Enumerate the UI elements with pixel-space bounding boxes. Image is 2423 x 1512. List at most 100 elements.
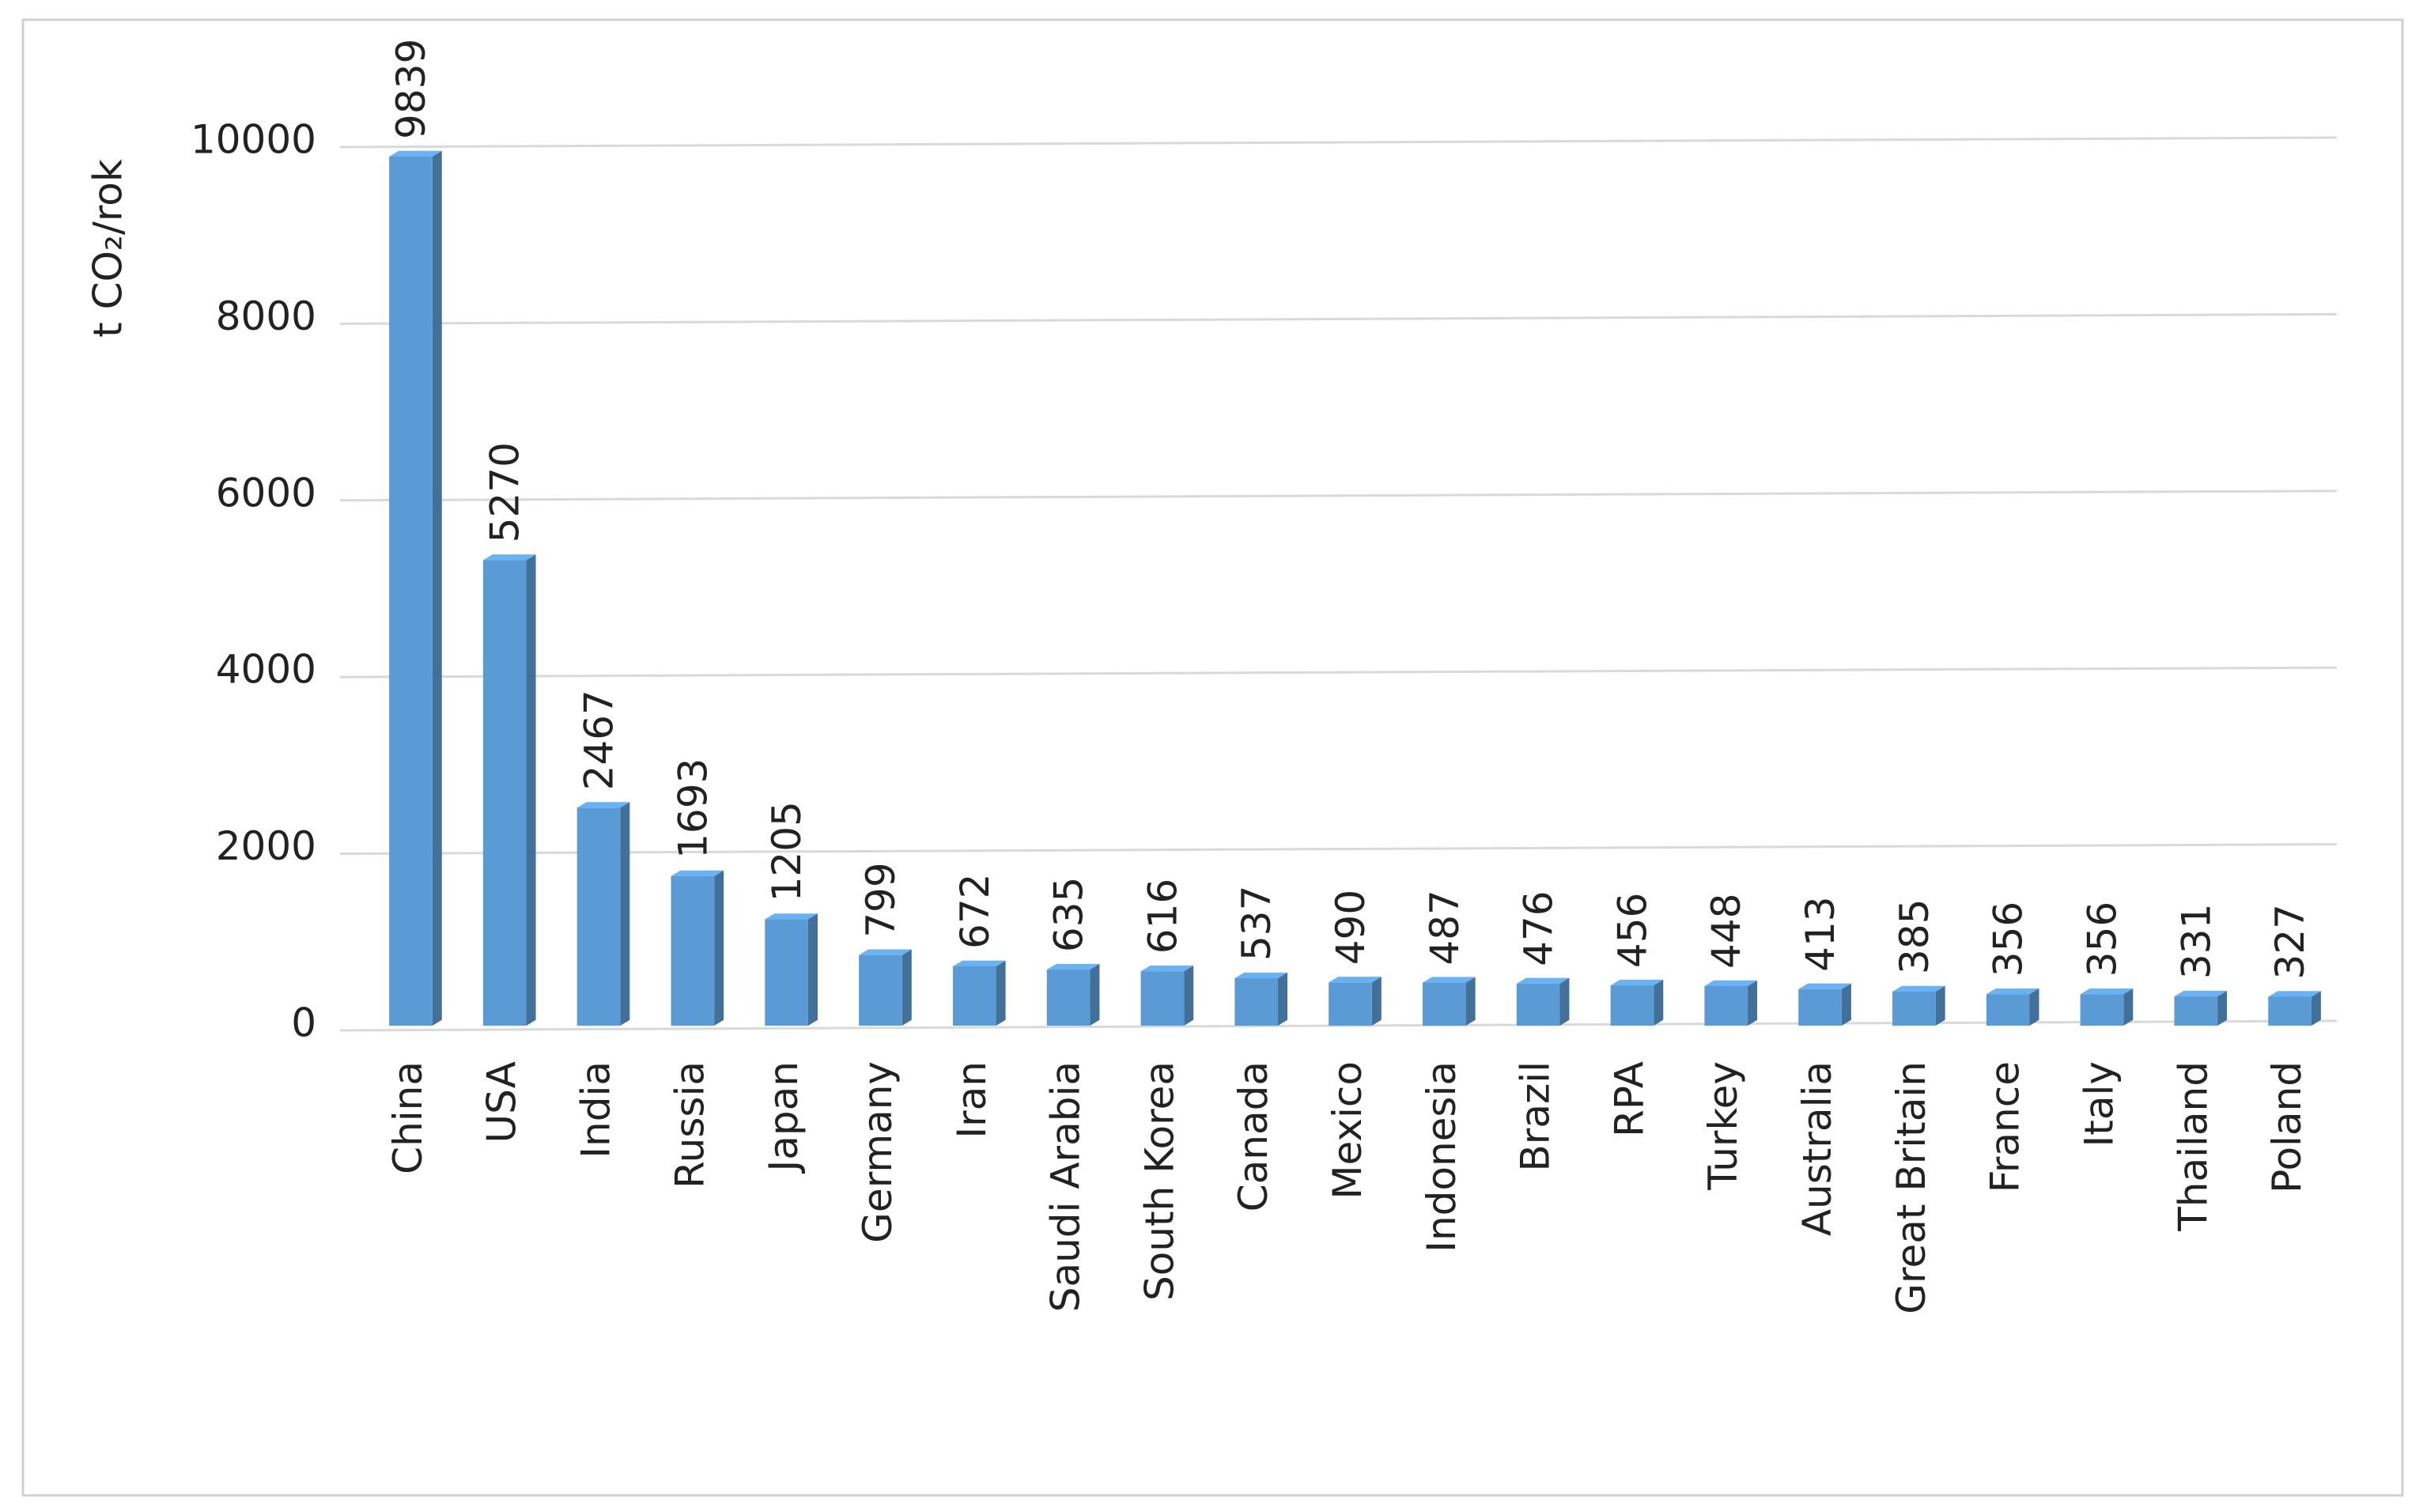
bar bbox=[2174, 996, 2218, 1026]
bar-side bbox=[807, 913, 818, 1026]
bar-side bbox=[1465, 977, 1476, 1026]
x-tick-label: Mexico bbox=[1325, 1061, 1370, 1200]
value-label: 5270 bbox=[482, 442, 528, 542]
x-tick-label: France bbox=[1983, 1061, 2028, 1193]
bar bbox=[671, 875, 715, 1026]
bar-top bbox=[1704, 980, 1758, 986]
x-tick-label: Germany bbox=[855, 1061, 901, 1243]
bar-top bbox=[765, 913, 818, 920]
bar bbox=[1892, 991, 1936, 1026]
value-label: 356 bbox=[2079, 902, 2125, 977]
bar-top bbox=[1234, 972, 1288, 979]
grid-line bbox=[339, 490, 2338, 502]
value-label: 1205 bbox=[764, 801, 810, 902]
bar-side bbox=[1654, 979, 1664, 1026]
x-tick-label: Italy bbox=[2076, 1061, 2122, 1147]
bar-side bbox=[620, 802, 630, 1026]
bar-top bbox=[2080, 988, 2134, 995]
bar-top bbox=[1422, 977, 1476, 983]
bar-side bbox=[1090, 963, 1100, 1026]
bar-top bbox=[389, 150, 442, 157]
value-label: 331 bbox=[2173, 904, 2219, 979]
value-label: 413 bbox=[1797, 896, 1843, 971]
bar-side bbox=[2217, 990, 2228, 1026]
y-tick-label: 4000 bbox=[216, 647, 316, 693]
bar bbox=[1422, 982, 1466, 1026]
x-tick-label: Russia bbox=[667, 1061, 713, 1189]
bar bbox=[1329, 982, 1372, 1026]
value-label: 356 bbox=[1986, 902, 2032, 977]
bar-top bbox=[482, 554, 536, 561]
bar bbox=[1046, 970, 1091, 1026]
bar-side bbox=[996, 960, 1006, 1026]
value-label: 487 bbox=[1422, 890, 1468, 965]
bar bbox=[952, 966, 996, 1026]
bar bbox=[1704, 985, 1748, 1026]
value-label: 385 bbox=[1892, 899, 1937, 974]
x-tick-label: Australia bbox=[1794, 1061, 1840, 1236]
bar-side bbox=[1935, 985, 1945, 1026]
bar bbox=[1234, 978, 1279, 1026]
value-label: 9839 bbox=[388, 39, 434, 139]
x-tick-label: India bbox=[573, 1061, 619, 1159]
value-label: 476 bbox=[1516, 890, 1562, 966]
x-tick-label: Saudi Arabia bbox=[1043, 1061, 1089, 1312]
value-label: 537 bbox=[1234, 886, 1280, 961]
bar-top bbox=[671, 870, 724, 876]
value-label: 672 bbox=[952, 874, 998, 949]
y-tick-label: 10000 bbox=[191, 117, 316, 163]
bar-top bbox=[1329, 977, 1382, 983]
value-label: 456 bbox=[1609, 893, 1655, 968]
bar-top bbox=[1140, 965, 1194, 972]
bar-top bbox=[2268, 991, 2321, 997]
x-tick-label: Japan bbox=[761, 1061, 807, 1174]
x-tick-label: Brazil bbox=[1513, 1061, 1559, 1172]
bar-top bbox=[1986, 988, 2039, 995]
bar bbox=[389, 156, 433, 1026]
value-label: 799 bbox=[858, 862, 904, 937]
y-tick-label: 2000 bbox=[216, 823, 316, 869]
bar-top bbox=[1610, 979, 1664, 986]
value-label: 327 bbox=[2267, 904, 2313, 979]
bar-top bbox=[952, 960, 1006, 966]
bar-top bbox=[1046, 963, 1100, 970]
bar-side bbox=[2311, 991, 2321, 1026]
grid-line bbox=[339, 312, 2338, 325]
x-tick-label: South Korea bbox=[1136, 1061, 1182, 1301]
bar-top bbox=[1798, 983, 1851, 989]
chart-border bbox=[21, 18, 2404, 1497]
bar-top bbox=[2174, 990, 2228, 997]
bar bbox=[2268, 996, 2311, 1026]
value-label: 448 bbox=[1703, 894, 1749, 969]
x-tick-label: Great Britain bbox=[1888, 1061, 1934, 1314]
grid-line bbox=[339, 666, 2338, 679]
bar-side bbox=[1371, 977, 1382, 1026]
bar-top bbox=[859, 949, 912, 955]
bar bbox=[1798, 988, 1842, 1026]
bar-side bbox=[526, 554, 536, 1026]
bar bbox=[1516, 983, 1560, 1026]
bar bbox=[859, 954, 902, 1026]
bar-side bbox=[1278, 972, 1288, 1026]
x-tick-label: USA bbox=[479, 1061, 525, 1143]
bar-side bbox=[1841, 983, 1851, 1026]
x-tick-label: Canada bbox=[1230, 1061, 1276, 1211]
bar-side bbox=[1748, 980, 1758, 1026]
value-label: 490 bbox=[1328, 890, 1374, 965]
bar bbox=[1986, 994, 2030, 1026]
bar bbox=[1140, 971, 1185, 1026]
bar bbox=[576, 807, 621, 1026]
bar-top bbox=[1516, 977, 1570, 984]
y-tick-label: 0 bbox=[291, 1000, 316, 1046]
value-label: 1693 bbox=[670, 758, 716, 859]
bar-side bbox=[1184, 965, 1194, 1026]
x-tick-label: Turkey bbox=[1700, 1061, 1746, 1191]
bar-top bbox=[1892, 985, 1945, 992]
value-label: 2467 bbox=[576, 690, 622, 790]
x-tick-label: Thailand bbox=[2170, 1061, 2216, 1232]
bar bbox=[2080, 994, 2124, 1026]
bar-side bbox=[1559, 977, 1570, 1026]
bar bbox=[1610, 985, 1654, 1026]
bar bbox=[482, 560, 527, 1026]
